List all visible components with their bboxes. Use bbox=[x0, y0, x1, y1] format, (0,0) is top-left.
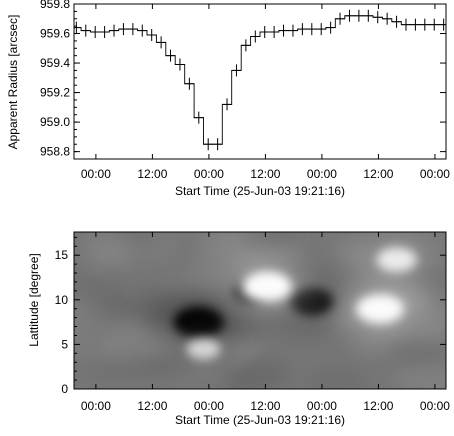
heatmap-x-tick-label: 00:00 bbox=[307, 399, 337, 413]
heatmap-y-tick-label: 0 bbox=[61, 382, 68, 396]
radius-data-point bbox=[231, 64, 242, 77]
heatmap-texture-blob bbox=[82, 241, 131, 268]
radius-data-point bbox=[297, 23, 308, 36]
radius-data-point bbox=[193, 111, 204, 124]
radius-plot-frame bbox=[73, 3, 447, 160]
heatmap-x-tick-label: 00:00 bbox=[420, 399, 450, 413]
radius-data-point bbox=[109, 24, 120, 37]
heatmap-texture-blob bbox=[93, 285, 133, 307]
radius-data-point bbox=[203, 138, 214, 151]
radius-data-point bbox=[156, 36, 167, 49]
heatmap-y-axis-label: Lattitude [degree] bbox=[27, 253, 41, 346]
radius-data-point bbox=[80, 24, 91, 37]
heatmap-texture-blob bbox=[307, 366, 369, 389]
radius-x-tick-label: 00:00 bbox=[307, 167, 337, 181]
heatmap-texture-blob bbox=[401, 344, 446, 372]
heatmap-y-tick-label: 5 bbox=[61, 337, 68, 351]
radius-data-point bbox=[184, 77, 195, 90]
heatmap-image bbox=[74, 232, 446, 389]
heatmap-texture-blob bbox=[158, 275, 198, 297]
heatmap-texture-blob bbox=[347, 331, 389, 355]
radius-x-tick-label: 12:00 bbox=[363, 167, 393, 181]
radius-x-tick-label: 00:00 bbox=[81, 167, 111, 181]
heatmap-dark-feature bbox=[173, 306, 224, 338]
heatmap-texture-blob bbox=[241, 232, 290, 251]
radius-data-point bbox=[410, 18, 421, 31]
radius-data-point bbox=[174, 58, 185, 71]
radius-data-point bbox=[391, 15, 402, 28]
heatmap-bright-feature bbox=[186, 338, 221, 360]
radius-y-tick-label: 959.6 bbox=[40, 27, 70, 41]
radius-x-tick-label: 00:00 bbox=[420, 167, 450, 181]
radius-data-point bbox=[344, 9, 355, 22]
radius-data-point bbox=[222, 98, 233, 111]
radius-data-point bbox=[325, 21, 336, 34]
radius-data-point bbox=[353, 9, 364, 22]
radius-data-point bbox=[316, 23, 327, 36]
heatmap-texture-blob bbox=[94, 329, 154, 362]
radius-x-tick-label: 00:00 bbox=[194, 167, 224, 181]
radius-data-point bbox=[438, 18, 446, 31]
radius-data-point bbox=[74, 21, 82, 34]
heatmap-bright-feature bbox=[376, 247, 417, 272]
radius-data-point bbox=[99, 26, 110, 39]
heatmap-x-tick-label: 12:00 bbox=[363, 399, 393, 413]
radius-data-point bbox=[306, 23, 317, 36]
radius-data-point bbox=[269, 26, 280, 39]
radius-data-point bbox=[118, 23, 129, 36]
radius-x-tick-label: 12:00 bbox=[137, 167, 167, 181]
heatmap-x-tick-label: 12:00 bbox=[137, 399, 167, 413]
radius-data-point bbox=[165, 49, 176, 62]
radius-data-point bbox=[137, 24, 148, 37]
radius-data-point bbox=[278, 24, 289, 37]
radius-data-point bbox=[287, 24, 298, 37]
radius-y-tick-label: 959.4 bbox=[40, 56, 70, 70]
heatmap-plot-frame bbox=[73, 231, 447, 390]
radius-data-point bbox=[146, 29, 157, 41]
radius-y-tick-label: 958.8 bbox=[40, 145, 70, 159]
radius-data-point bbox=[212, 138, 223, 151]
heatmap-x-axis-label: Start Time (25-Jun-03 19:21:16) bbox=[175, 413, 345, 427]
radius-x-axis-label: Start Time (25-Jun-03 19:21:16) bbox=[175, 184, 345, 198]
heatmap-y-tick-label: 15 bbox=[55, 248, 69, 262]
heatmap-y-tick-label: 10 bbox=[55, 293, 69, 307]
heatmap-texture-blob bbox=[187, 272, 223, 292]
radius-data-point bbox=[400, 18, 411, 31]
radius-data-point bbox=[372, 11, 383, 24]
heatmap-texture-blob bbox=[227, 356, 292, 389]
radius-y-tick-label: 959.0 bbox=[40, 115, 70, 129]
radius-data-point bbox=[382, 12, 393, 25]
radius-data-point bbox=[363, 9, 374, 22]
radius-data-point bbox=[419, 18, 430, 31]
heatmap-x-tick-label: 00:00 bbox=[194, 399, 224, 413]
radius-data-point bbox=[429, 18, 440, 31]
radius-data-point bbox=[335, 12, 346, 25]
radius-y-tick-label: 959.2 bbox=[40, 86, 70, 100]
radius-data-point bbox=[250, 30, 261, 43]
radius-data-point bbox=[90, 26, 101, 39]
heatmap-bright-feature bbox=[242, 271, 292, 302]
radius-data-point bbox=[127, 23, 138, 36]
heatmap-x-tick-label: 00:00 bbox=[81, 399, 111, 413]
radius-data-point bbox=[259, 26, 270, 39]
radius-y-axis-label: Apparent Radius [arcsec] bbox=[6, 15, 20, 150]
heatmap-bright-feature bbox=[356, 294, 405, 324]
radius-series-line bbox=[74, 15, 446, 145]
heatmap-texture-blob bbox=[425, 326, 446, 345]
latitude-heatmap: 00:00 12:00 00:00 12:00 00:00 12:00 00:00 0 5 10… bbox=[27, 231, 450, 427]
radius-x-tick-label: 12:00 bbox=[250, 167, 280, 181]
radius-y-tick-label: 959.8 bbox=[40, 0, 70, 11]
radius-data-point bbox=[240, 39, 251, 52]
heatmap-x-tick-label: 12:00 bbox=[250, 399, 280, 413]
radius-line-chart: 00:00 12:00 00:00 12:00 00:00 12:00 00:00 958.… bbox=[6, 0, 450, 198]
heatmap-texture-blob bbox=[240, 311, 273, 329]
